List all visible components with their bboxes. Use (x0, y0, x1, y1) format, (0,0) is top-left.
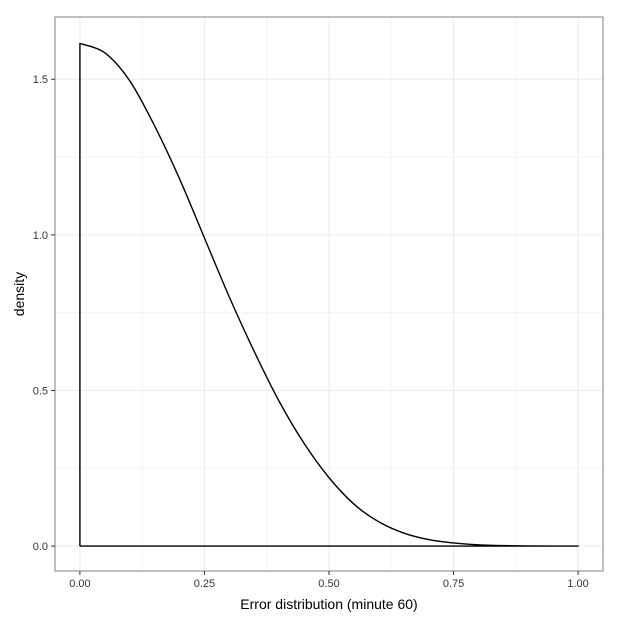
y-axis-ticks: 0.0 0.5 1.0 1.5 (33, 74, 55, 553)
x-tick-label: 0.00 (69, 578, 90, 590)
y-tick-label: 1.0 (33, 230, 48, 242)
x-tick-label: 1.00 (567, 578, 588, 590)
x-tick-label: 0.50 (318, 578, 339, 590)
y-tick-label: 1.5 (33, 74, 48, 86)
y-tick-label: 0.5 (33, 385, 48, 397)
x-tick-label: 0.25 (194, 578, 215, 590)
x-tick-label: 0.75 (443, 578, 464, 590)
y-axis-title: density (11, 272, 27, 316)
x-axis-title: Error distribution (minute 60) (240, 596, 417, 612)
density-curve (79, 42, 579, 547)
y-tick-label: 0.0 (33, 541, 48, 553)
x-axis-ticks: 0.00 0.25 0.50 0.75 1.00 (69, 571, 589, 590)
